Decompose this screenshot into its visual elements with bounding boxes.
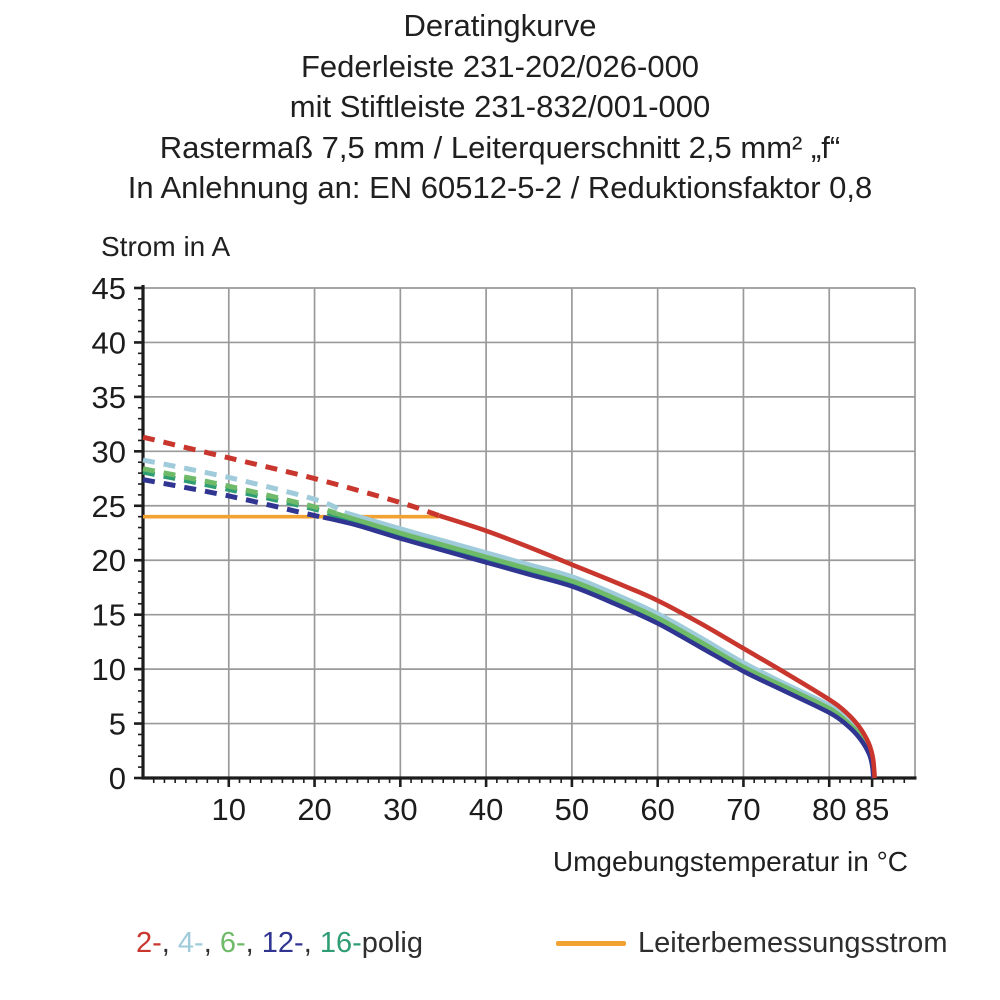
y-tick-label: 5 <box>109 707 126 742</box>
x-tick-label: 80 <box>812 792 846 827</box>
title-line-2: Federleiste 231-202/026-000 <box>300 48 700 84</box>
curve-solid-2-polig <box>438 513 877 779</box>
x-tick-label: 60 <box>640 792 674 827</box>
curve-solid-4-polig <box>343 510 877 779</box>
x-tick-label: 30 <box>383 792 417 827</box>
legend-pole-12-polig: 12- <box>261 927 304 959</box>
y-tick-label: 45 <box>92 271 126 306</box>
chart-title-block: Deratingkurve Federleiste 231-202/026-00… <box>0 6 1000 209</box>
rated-current-line-swatch <box>556 941 626 946</box>
legend-pole-16-polig: 16- <box>319 927 362 959</box>
legend-suffix-polig: polig <box>361 927 424 959</box>
legend-separator: , <box>203 927 220 959</box>
title-line-3: mit Stiftleiste 231-832/001-000 <box>289 89 711 124</box>
x-tick-label: 70 <box>726 792 760 827</box>
legend-separator: , <box>245 927 262 959</box>
rated-current-label: Leiterbemessungsstrom <box>638 927 948 959</box>
x-tick-label: 40 <box>469 792 503 827</box>
y-tick-label: 10 <box>92 652 126 687</box>
curve-solid-12-polig <box>322 514 876 779</box>
y-tick-label: 0 <box>109 761 126 796</box>
title-line-4: Rastermaß 7,5 mm / Leiterquerschnitt 2,5… <box>159 129 841 165</box>
legend-pole-4-polig: 4- <box>177 927 204 959</box>
y-tick-label: 30 <box>92 434 126 469</box>
curve-solid-6-polig <box>335 511 877 779</box>
curve-dashed-6-polig <box>142 466 337 516</box>
x-tick-label: 10 <box>212 792 246 827</box>
y-tick-label: 15 <box>92 598 126 633</box>
legend-separator: , <box>303 927 320 959</box>
curve-dashed-12-polig <box>142 477 327 521</box>
y-tick-label: 25 <box>92 489 126 524</box>
x-axis-label: Umgebungstemperatur in °C <box>552 846 908 877</box>
y-tick-label: 40 <box>92 325 126 360</box>
y-tick-label: 35 <box>92 380 126 415</box>
curve-dashed-4-polig <box>142 457 346 515</box>
legend-pole-6-polig: 6- <box>219 927 246 959</box>
legend-pole-2-polig: 2- <box>136 927 162 959</box>
title-line-1: Deratingkurve <box>403 8 597 43</box>
x-tick-label: 20 <box>297 792 331 827</box>
x-tick-label: 50 <box>555 792 589 827</box>
legend-poles: 2-, 4-, 6-, 12-, 16-polig <box>136 927 423 960</box>
curve-dashed-16-polig <box>142 469 333 517</box>
title-line-5: In Anlehnung an: EN 60512-5-2 / Reduktio… <box>127 170 873 205</box>
curve-solid-16-polig <box>331 512 877 779</box>
y-axis-label: Strom in A <box>101 231 231 262</box>
y-tick-label: 20 <box>92 543 126 578</box>
legend-rated-current: Leiterbemessungsstrom <box>556 927 947 960</box>
legend-separator: , <box>161 927 178 959</box>
x-tick-label: 85 <box>855 792 889 827</box>
curve-dashed-2-polig <box>142 434 440 518</box>
